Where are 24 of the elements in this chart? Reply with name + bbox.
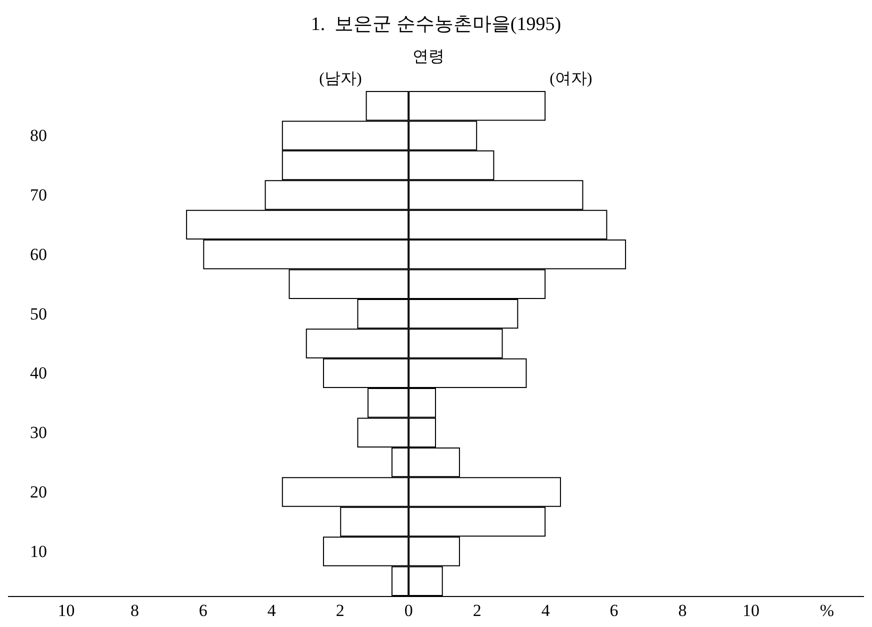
y-tick-label: 40: [30, 364, 47, 383]
x-tick-label: 8: [678, 601, 687, 620]
y-tick-label: 50: [30, 304, 47, 324]
series-label: (남자): [319, 70, 362, 88]
y-tick-label: 70: [30, 185, 47, 204]
x-tick-label: 0: [404, 601, 413, 620]
x-axis-title: %: [820, 601, 834, 620]
y-tick-label: 60: [30, 244, 47, 264]
x-tick-label: 4: [541, 601, 550, 620]
x-tick-label: 10: [58, 601, 75, 620]
x-tick-label: 6: [198, 601, 208, 620]
y-tick-label: 10: [30, 542, 47, 561]
series-label: (여자): [550, 70, 592, 88]
x-tick-label: 4: [267, 601, 276, 620]
x-tick-label: 6: [610, 601, 618, 620]
x-tick-label: 10: [742, 601, 760, 620]
x-tick-label: 2: [336, 601, 344, 620]
y-tick-label: 80: [30, 126, 47, 146]
y-axis-title: 연령: [412, 48, 445, 66]
chart-title: 1. 보은군 순수농촌마을(1995): [310, 14, 562, 35]
x-tick-label: 2: [472, 601, 482, 620]
y-tick-label: 20: [30, 482, 47, 502]
x-tick-label: 8: [130, 601, 139, 620]
y-tick-label: 30: [30, 423, 47, 442]
